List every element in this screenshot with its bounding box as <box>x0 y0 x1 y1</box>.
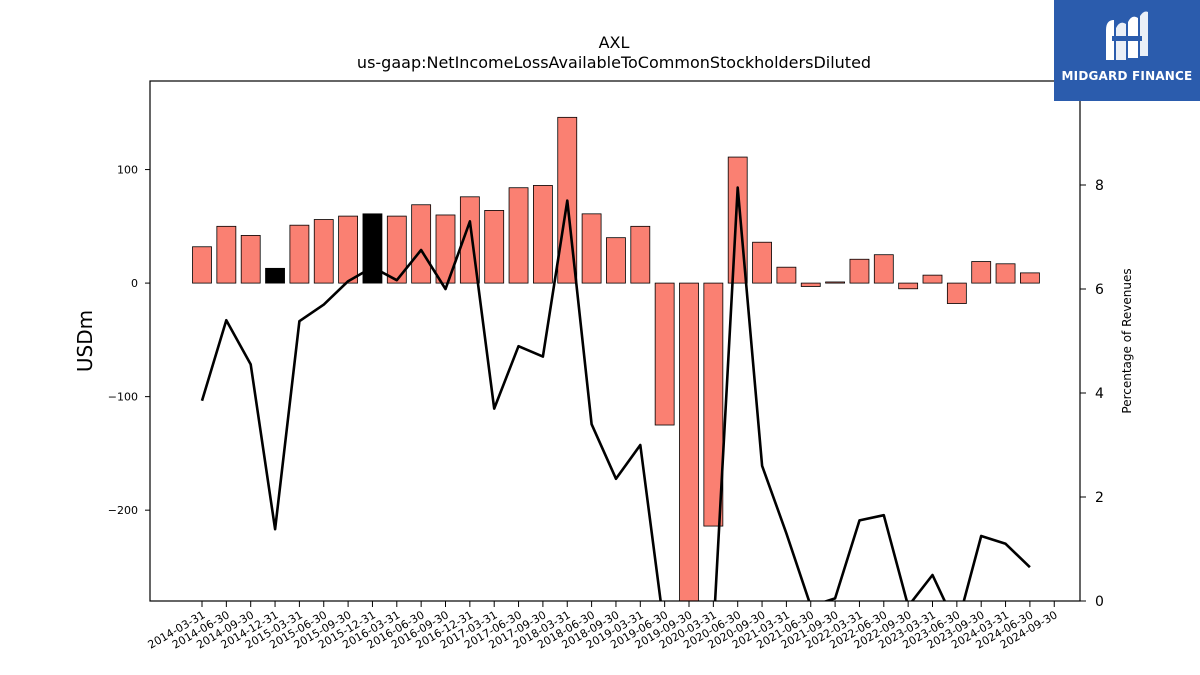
y-tick-label: −100 <box>108 391 138 404</box>
bar-2016-06-30 <box>411 204 432 284</box>
chart-title: AXL <box>599 33 630 52</box>
plot-frame <box>149 80 1081 602</box>
midgard-finance-logo: MIDGARD FINANCE <box>1054 0 1200 101</box>
bar-2019-06-30 <box>654 282 675 426</box>
bar-2023-09-30 <box>971 261 992 284</box>
y-tick-label: 0 <box>131 277 138 290</box>
bar-2017-06-30 <box>508 187 529 284</box>
bar-2020-03-31 <box>703 282 724 527</box>
bar-2016-09-30 <box>435 214 456 284</box>
left-axis: −200 −100 0 100 <box>108 164 150 517</box>
bar-2016-03-31 <box>386 215 407 284</box>
bar-2014-12-31 <box>265 267 285 284</box>
y2-tick-label: 0 <box>1095 594 1104 610</box>
y-axis-label: USDm <box>73 310 97 372</box>
plot-area <box>192 116 1040 601</box>
bar-2018-06-30 <box>581 213 602 284</box>
bar-2021-06-30 <box>800 282 821 287</box>
bar-2020-09-30 <box>752 241 772 284</box>
bar-2015-12-31 <box>362 213 383 284</box>
y2-tick-label: 8 <box>1095 178 1104 194</box>
bar-2018-09-30 <box>606 237 626 284</box>
bar-2015-09-30 <box>338 215 359 284</box>
y2-axis-label: Percentage of Revenues <box>1120 268 1134 413</box>
y2-tick-label: 4 <box>1095 386 1104 402</box>
bar-2019-09-30 <box>679 282 699 601</box>
midgard-logo-icon <box>1106 11 1148 61</box>
chart-subtitle: us-gaap:NetIncomeLossAvailableToCommonSt… <box>357 53 871 72</box>
bar-2014-06-30 <box>216 225 237 284</box>
logo-text: MIDGARD FINANCE <box>1061 69 1193 83</box>
bar-2017-09-30 <box>533 185 553 284</box>
revenue-percentage-line <box>200 186 1031 601</box>
bar-2024-06-30 <box>1020 272 1040 284</box>
bar-2019-03-31 <box>630 225 651 284</box>
bar-2021-03-31 <box>776 266 797 284</box>
bar-2024-03-31 <box>995 263 1016 284</box>
y-tick-label: 100 <box>117 164 138 177</box>
bar-2017-03-31 <box>484 210 505 284</box>
bar-2023-06-30 <box>946 282 967 304</box>
bar-2015-06-30 <box>313 219 334 284</box>
bar-2022-09-30 <box>898 282 919 290</box>
bar-2022-03-31 <box>849 258 870 284</box>
y2-tick-label: 2 <box>1095 490 1104 506</box>
right-axis: 0246810 <box>1080 74 1113 610</box>
y-tick-label: −200 <box>108 504 138 517</box>
bar-2014-09-30 <box>240 235 261 284</box>
bar-2014-03-31 <box>192 246 212 284</box>
bar-2023-03-31 <box>922 274 943 284</box>
bar-2022-06-30 <box>873 254 894 284</box>
x-axis: 2014-03-312014-06-302014-09-302014-12-31… <box>146 601 1060 652</box>
bar-2021-09-30 <box>825 281 845 284</box>
y2-tick-label: 6 <box>1095 282 1104 298</box>
bar-2015-03-31 <box>289 224 310 284</box>
